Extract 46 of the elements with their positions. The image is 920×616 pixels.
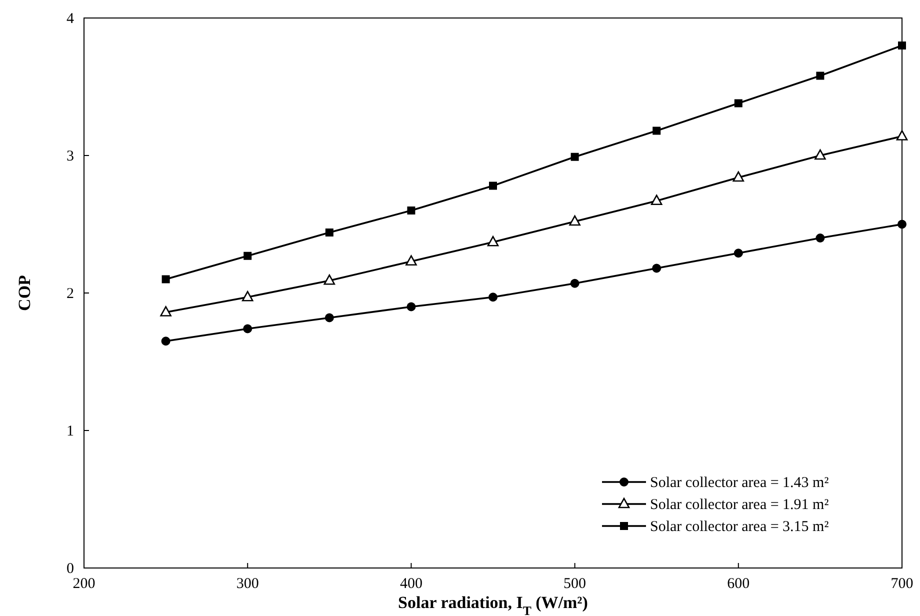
point <box>732 171 744 182</box>
point <box>406 255 417 266</box>
point <box>161 336 170 346</box>
point <box>650 194 662 206</box>
point <box>652 126 661 135</box>
point <box>816 234 825 242</box>
point <box>652 264 662 273</box>
point <box>162 275 170 284</box>
x-tick-label: 700 <box>890 576 914 592</box>
y-tick-label: 4 <box>66 11 74 27</box>
point <box>243 324 252 334</box>
point <box>244 252 252 260</box>
y-axis-title: COP <box>15 275 34 311</box>
y-tick-label: 1 <box>66 424 74 440</box>
point <box>896 130 908 140</box>
point <box>406 302 416 312</box>
point <box>898 220 906 229</box>
point <box>570 152 579 161</box>
point <box>898 42 906 50</box>
point <box>816 72 824 80</box>
point <box>489 182 497 190</box>
x-tick-label: 300 <box>236 576 259 592</box>
point <box>487 236 499 246</box>
point <box>324 274 336 285</box>
point <box>488 292 498 302</box>
point <box>814 149 826 160</box>
x-axis-title: Solar radiation, I$_{T}$ (W/m²) <box>398 593 588 616</box>
legend-label: Solar collector area = 1.91 m² <box>650 497 830 513</box>
point <box>569 215 580 226</box>
x-tick-label: 400 <box>400 576 422 592</box>
point <box>734 248 743 258</box>
point <box>407 206 416 214</box>
point <box>325 228 334 236</box>
x-tick-label: 600 <box>727 576 750 592</box>
x-tick-label: 500 <box>564 576 586 592</box>
y-tick-label: 2 <box>66 286 74 302</box>
point <box>160 306 172 316</box>
point <box>242 290 254 302</box>
point <box>570 278 580 288</box>
point <box>734 99 742 108</box>
y-tick-label: 0 <box>66 561 74 577</box>
x-tick-label: 200 <box>72 576 96 592</box>
legend-label: Solar collector area = 3.15 m² <box>650 519 830 535</box>
legend-label: Solar collector area = 1.43 m² <box>650 475 830 491</box>
point <box>324 313 334 322</box>
y-tick-label: 3 <box>66 148 74 164</box>
